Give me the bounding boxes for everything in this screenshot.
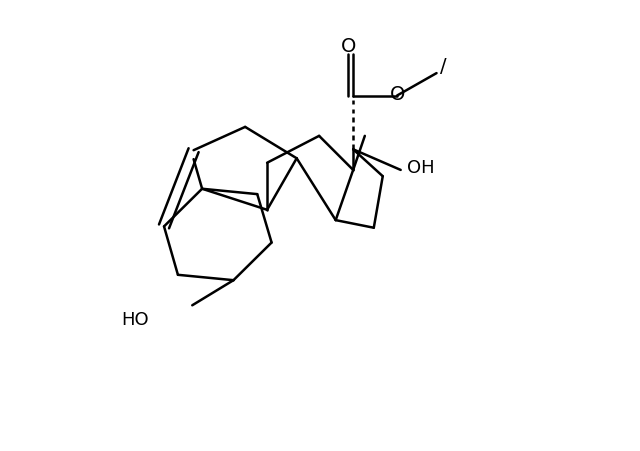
Text: O: O bbox=[390, 85, 406, 104]
Text: O: O bbox=[340, 37, 356, 56]
Text: /: / bbox=[440, 57, 446, 76]
Text: OH: OH bbox=[408, 159, 435, 177]
Text: HO: HO bbox=[121, 311, 148, 329]
